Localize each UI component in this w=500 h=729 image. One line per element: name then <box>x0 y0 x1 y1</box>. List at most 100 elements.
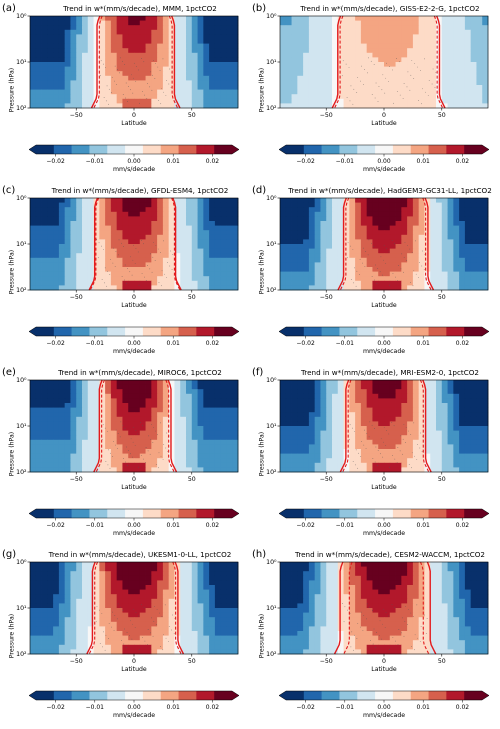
field-cell <box>395 421 402 427</box>
field-cell <box>297 458 304 464</box>
field-cell <box>372 453 379 459</box>
field-cell <box>297 43 304 49</box>
field-cell <box>332 276 339 282</box>
field-cell <box>395 280 402 286</box>
field-cell <box>366 416 373 422</box>
field-cell <box>476 253 483 259</box>
field-cell <box>128 211 135 217</box>
field-cell <box>197 285 204 291</box>
field-cell <box>30 453 37 459</box>
field-cell <box>122 384 129 390</box>
field-cell <box>401 285 408 291</box>
field-cell <box>470 216 477 222</box>
colorbar-tick-label: 0.02 <box>206 340 220 347</box>
field-cell <box>145 29 152 35</box>
field-cell <box>41 225 48 231</box>
stipple-dot <box>115 251 117 252</box>
field-cell <box>220 216 227 222</box>
field-cell <box>105 66 112 72</box>
field-cell <box>82 216 89 222</box>
field-cell <box>453 89 460 95</box>
field-cell <box>82 248 89 254</box>
field-cell <box>99 207 106 213</box>
field-cell <box>372 16 379 21</box>
field-cell <box>453 393 460 399</box>
field-cell <box>191 267 198 272</box>
field-cell <box>70 412 77 418</box>
field-cell <box>30 25 37 31</box>
field-cell <box>128 234 135 240</box>
field-cell <box>418 393 425 399</box>
colorbar-segment <box>464 327 483 336</box>
field-cell <box>459 234 466 240</box>
field-cell <box>110 253 118 259</box>
field-cell <box>360 16 368 21</box>
field-cell <box>470 52 477 58</box>
field-cell <box>355 16 362 21</box>
field-cell <box>35 16 42 21</box>
field-cell <box>232 412 239 418</box>
field-cell <box>35 430 42 436</box>
field-cell <box>464 39 472 44</box>
field-cell <box>424 198 431 203</box>
field-cell <box>99 66 106 72</box>
field-cell <box>337 234 344 240</box>
field-cell <box>151 430 158 436</box>
field-cell <box>378 52 385 58</box>
stipple-dot <box>151 271 153 273</box>
field-cell <box>180 257 187 263</box>
field-cell <box>41 34 48 40</box>
field-cell <box>151 384 158 390</box>
field-cell <box>99 435 106 441</box>
field-cell <box>453 253 460 259</box>
field-cell <box>430 403 437 408</box>
field-cell <box>378 248 385 254</box>
field-cell <box>372 202 379 208</box>
field-cell <box>35 435 42 441</box>
field-cell <box>157 467 164 473</box>
field-cell <box>314 244 321 249</box>
field-cell <box>436 103 443 109</box>
field-cell <box>145 34 152 40</box>
stipple-dot <box>150 71 151 73</box>
field-cell <box>303 244 310 249</box>
field-cell <box>145 403 152 408</box>
field-cell <box>110 207 118 213</box>
field-cell <box>280 453 287 459</box>
field-cell <box>418 34 425 40</box>
field-cell <box>326 66 333 72</box>
field-cell <box>476 421 483 427</box>
field-cell <box>145 276 152 282</box>
field-cell <box>35 444 42 450</box>
field-cell <box>395 207 402 213</box>
field-cell <box>122 94 129 100</box>
colorbar-segment <box>321 327 340 336</box>
field-cell <box>157 89 164 95</box>
field-cell <box>174 467 181 473</box>
field-cell <box>366 66 373 72</box>
stipple-dot <box>373 64 375 65</box>
field-cell <box>447 225 454 231</box>
field-cell <box>186 48 193 54</box>
field-cell <box>476 29 483 35</box>
field-cell <box>360 244 368 249</box>
field-cell <box>168 449 175 454</box>
field-cell <box>151 234 158 240</box>
field-cell <box>285 66 292 72</box>
colorbar-unit-label: mm/s/decade <box>362 166 406 173</box>
colorbar-segment <box>392 509 412 518</box>
colorbar-segment <box>357 145 376 154</box>
field-cell <box>197 412 204 418</box>
field-cell <box>453 225 460 231</box>
field-cell <box>145 85 152 90</box>
field-cell <box>232 253 239 259</box>
field-cell <box>378 20 385 26</box>
field-cell <box>482 435 489 441</box>
field-cell <box>162 234 170 240</box>
colorbar-tick-label: −0.01 <box>86 522 105 529</box>
field-cell <box>162 29 170 35</box>
field-cell <box>459 198 466 203</box>
field-cell <box>134 66 141 72</box>
field-cell <box>87 48 94 54</box>
field-cell <box>314 43 321 49</box>
